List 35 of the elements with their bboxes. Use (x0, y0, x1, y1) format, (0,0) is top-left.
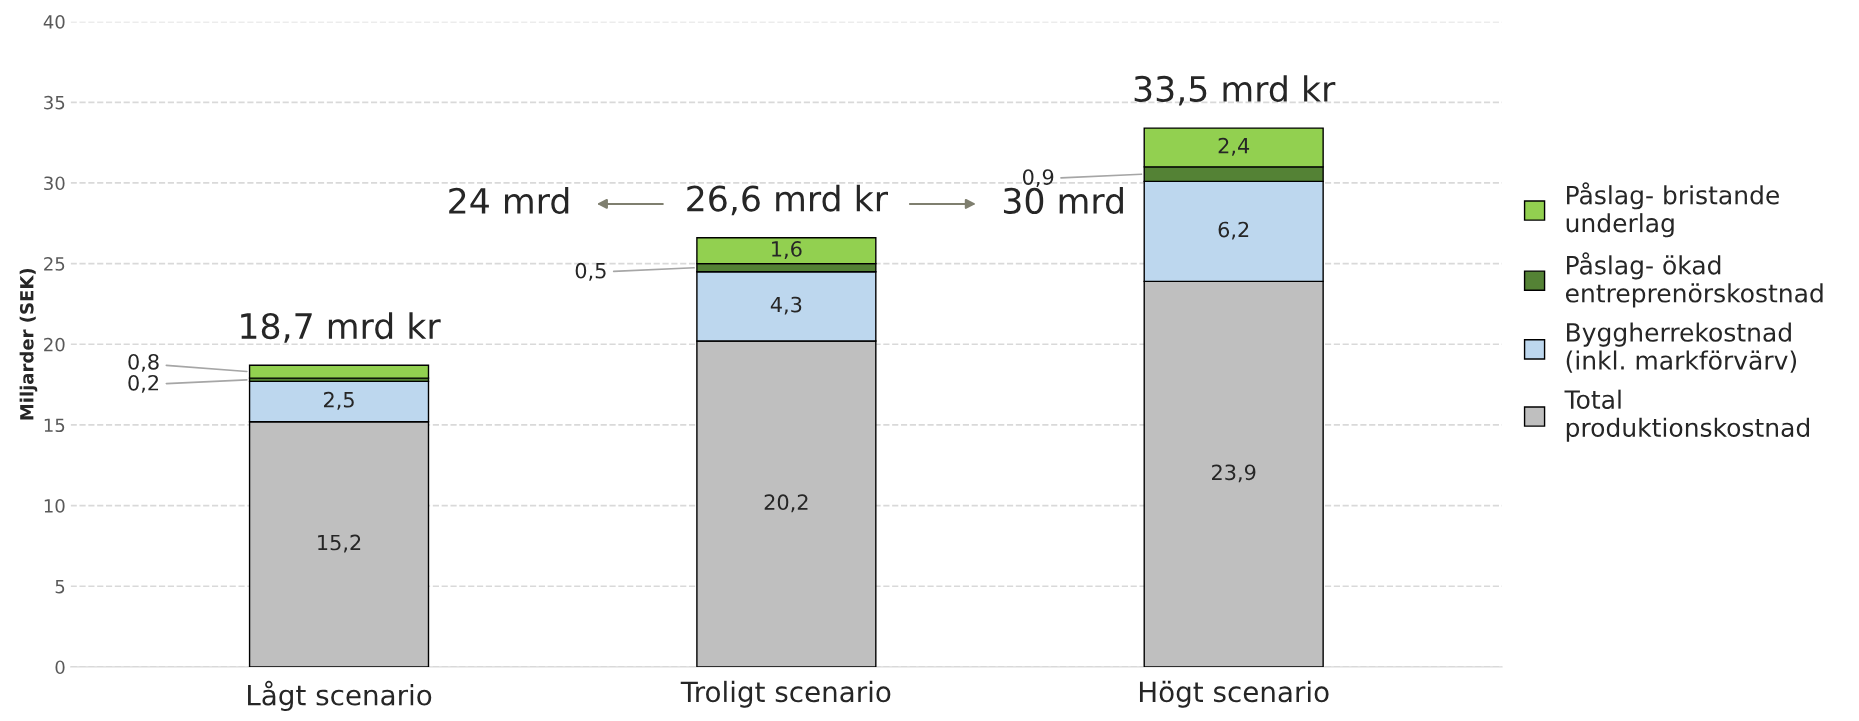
legend-label: Byggherrekostnad (inkl. markförvärv) (1566, 322, 1797, 373)
y-tick-label: 15 (44, 418, 65, 433)
annotation: 30 mrd (1003, 187, 1123, 214)
data-label: 2,4 (1218, 137, 1250, 156)
y-tick-label: 5 (55, 579, 65, 594)
data-label: 4,3 (770, 296, 802, 315)
data-label: 2,5 (324, 391, 354, 410)
x-tick-label: Lågt scenario (248, 680, 432, 711)
legend-label: Påslag- ökad entreprenörskostnad (1565, 252, 1823, 308)
data-label: 1,6 (772, 241, 802, 259)
y-tick-label: 25 (44, 257, 65, 271)
y-tick-label: 10 (44, 499, 65, 513)
legend-label: Total produktionskostnad (1564, 389, 1810, 442)
legend-label: Påslag- bristande underlag (1566, 182, 1779, 238)
data-label: 20,2 (764, 494, 808, 513)
y-tick-label: 30 (44, 176, 65, 191)
y-tick-label: 35 (44, 95, 65, 110)
x-tick-label: Högt scenario (1139, 680, 1329, 708)
data-label: 23,9 (1212, 464, 1256, 483)
y-tick-label: 20 (44, 337, 65, 352)
y-tick-label: 0 (55, 660, 65, 675)
data-label: 15,2 (318, 534, 361, 553)
data-label: 6,2 (1218, 221, 1249, 240)
total-label: 18,7 mrd kr (241, 312, 441, 343)
total-label: 26,6 mrd kr (687, 184, 889, 216)
total-label: 33,5 mrd kr (1134, 75, 1336, 106)
data-label: 0,8 (128, 353, 159, 372)
data-label: 0,9 (1022, 169, 1054, 188)
annotation: 24 mrd (449, 187, 569, 214)
y-tick-label: 40 (43, 15, 65, 29)
y-axis-title: Miljarder (SEK) (19, 268, 38, 420)
bar (248, 364, 430, 379)
data-label: 0,2 (128, 374, 159, 393)
x-tick-label: Troligt scenario (680, 680, 891, 708)
data-label: 0,5 (575, 262, 606, 281)
